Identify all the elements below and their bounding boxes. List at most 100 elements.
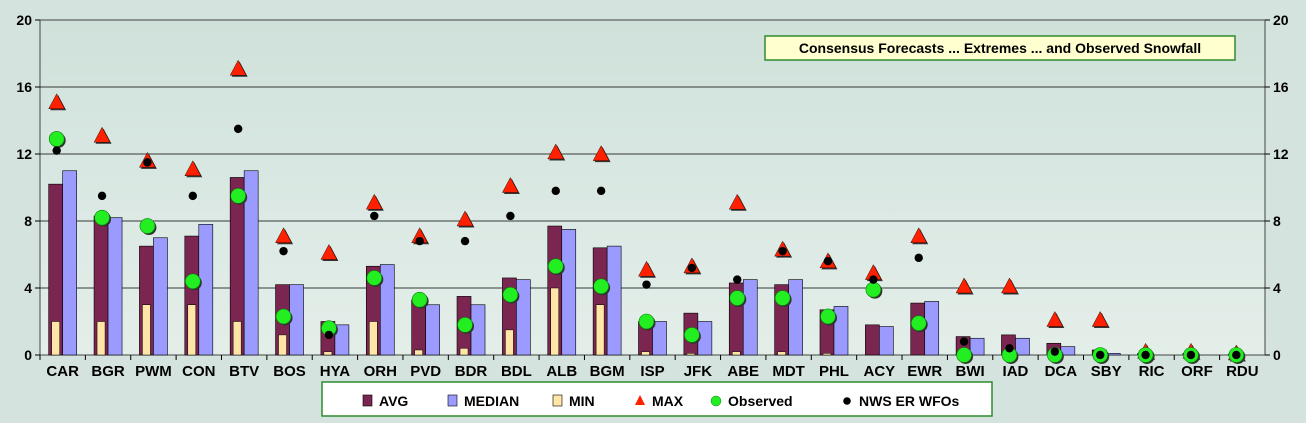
bar-median-BDL — [516, 279, 531, 356]
legend-label: NWS ER WFOs — [859, 393, 960, 409]
y-tick-label-right: 8 — [1273, 213, 1281, 229]
bars — [48, 170, 1243, 356]
bar-median-BGM — [606, 245, 622, 356]
x-tick-label-BDL: BDL — [501, 363, 532, 380]
observed-marker-CON — [184, 273, 201, 290]
nws-marker-ACY — [869, 275, 878, 284]
bar-median-HYA — [334, 324, 350, 356]
bar-min-PHL — [822, 353, 832, 356]
x-tick-label-DCA: DCA — [1045, 363, 1078, 380]
x-tick-label-ALB: ALB — [546, 363, 577, 380]
legend-label: MAX — [652, 393, 684, 409]
observed-marker-BWI — [956, 347, 972, 363]
bar-min-CON — [187, 304, 197, 356]
legend-label: MEDIAN — [464, 393, 519, 409]
x-tick-label-BGM: BGM — [590, 363, 625, 380]
bar-min-ORH — [369, 321, 378, 356]
y-tick-label-left: 8 — [24, 213, 32, 229]
bar-median-ALB — [561, 229, 577, 356]
observed-marker-ACY — [865, 281, 882, 298]
x-tick-label-RIC: RIC — [1139, 363, 1165, 380]
observed-marker-EWR — [910, 315, 927, 331]
nws-marker-MDT — [778, 246, 787, 256]
max-marker-BOS — [275, 227, 292, 243]
max-marker-EWR — [910, 227, 928, 243]
max-marker-BGR — [93, 126, 111, 143]
x-tick-label-PVD: PVD — [410, 363, 441, 380]
bar-median-BWI — [969, 337, 985, 356]
x-tick-label-MDT: MDT — [772, 363, 805, 380]
chart-title-box: Consensus Forecasts ... Extremes ... and… — [764, 35, 1236, 61]
y-axis-right: 0 4 8 12 16 20 — [1265, 12, 1289, 363]
y-tick-label-right: 20 — [1273, 12, 1289, 28]
title-box-frame — [764, 35, 1236, 61]
bar-min-HYA — [323, 351, 333, 356]
y-tick-label-left: 4 — [24, 280, 32, 296]
max-marker-IAD — [1001, 277, 1018, 294]
legend-swatch-nws — [843, 397, 851, 405]
nws-marker-PVD — [415, 236, 424, 246]
bar-min-BDL — [505, 329, 514, 356]
max-marker-ABE — [728, 193, 746, 210]
max-marker-BDR — [456, 210, 474, 227]
nws-marker-BDR — [460, 236, 470, 246]
x-tick-label-ACY: ACY — [864, 363, 896, 380]
observed-marker-ABE — [729, 290, 746, 306]
observed-marker-BGM — [593, 278, 609, 295]
max-marker-CON — [184, 160, 202, 176]
bar-min-BTV — [232, 321, 242, 356]
nws-marker-DCA — [1050, 347, 1060, 356]
observed-marker-BOS — [275, 308, 292, 325]
max-marker-ORH — [365, 193, 383, 210]
observed-marker-ISP — [638, 313, 655, 330]
bar-min-CAR — [51, 321, 60, 356]
x-tick-label-SBY: SBY — [1091, 363, 1122, 380]
nws-marker-RDU — [1232, 350, 1241, 360]
observed-marker-BGR — [94, 209, 110, 226]
observed-marker-MDT — [774, 290, 791, 306]
nws-marker-ORH — [370, 211, 379, 221]
bar-min-PVD — [414, 349, 423, 356]
bar-median-PVD — [425, 304, 440, 356]
bar-min-PWM — [142, 304, 151, 356]
max-marker-ISP — [638, 260, 655, 277]
bar-median-CAR — [62, 170, 77, 356]
nws-marker-CON — [188, 191, 197, 201]
nws-marker-ISP — [642, 280, 651, 289]
observed-marker-BDR — [457, 317, 473, 333]
nws-marker-BTV — [233, 124, 243, 134]
observed-marker-BDL — [502, 286, 519, 303]
nws-marker-ORF — [1186, 350, 1196, 360]
bar-min-ISP — [641, 351, 650, 356]
x-tick-label-BDR: BDR — [455, 363, 488, 380]
y-axis-left: 0 4 8 12 16 20 — [16, 12, 40, 363]
nws-marker-PWM — [143, 158, 152, 167]
legend-swatch-avg — [362, 394, 373, 407]
bar-median-ABE — [742, 279, 758, 356]
nws-marker-EWR — [914, 253, 923, 263]
x-tick-label-CON: CON — [182, 363, 215, 380]
x-tick-label-PHL: PHL — [819, 363, 849, 380]
bar-min-BOS — [278, 334, 287, 356]
x-tick-label-JFK: JFK — [684, 363, 713, 380]
x-tick-label-BGR: BGR — [91, 363, 125, 380]
bar-min-ALB — [550, 287, 560, 356]
x-tick-label-CAR: CAR — [46, 363, 79, 380]
observed-marker-PWM — [139, 218, 156, 234]
legend: AVG MEDIAN MIN MAX Observed NWS ER WFOs — [321, 381, 993, 417]
observed-marker-PVD — [411, 291, 428, 308]
nws-marker-BOS — [279, 246, 288, 256]
bar-median-CON — [198, 224, 214, 356]
max-marker-CAR — [48, 93, 66, 109]
bar-median-ACY — [879, 326, 894, 356]
x-tick-label-ABE: ABE — [727, 363, 759, 380]
x-tick-label-RDU: RDU — [1226, 363, 1259, 380]
nws-marker-RIC — [1141, 350, 1150, 360]
max-marker-BTV — [229, 59, 247, 76]
bar-median-BTV — [243, 170, 259, 356]
legend-items: AVG MEDIAN MIN MAX Observed NWS ER WFOs — [362, 393, 960, 409]
bar-avg-ACY — [865, 324, 880, 356]
x-tick-label-BOS: BOS — [273, 363, 306, 380]
